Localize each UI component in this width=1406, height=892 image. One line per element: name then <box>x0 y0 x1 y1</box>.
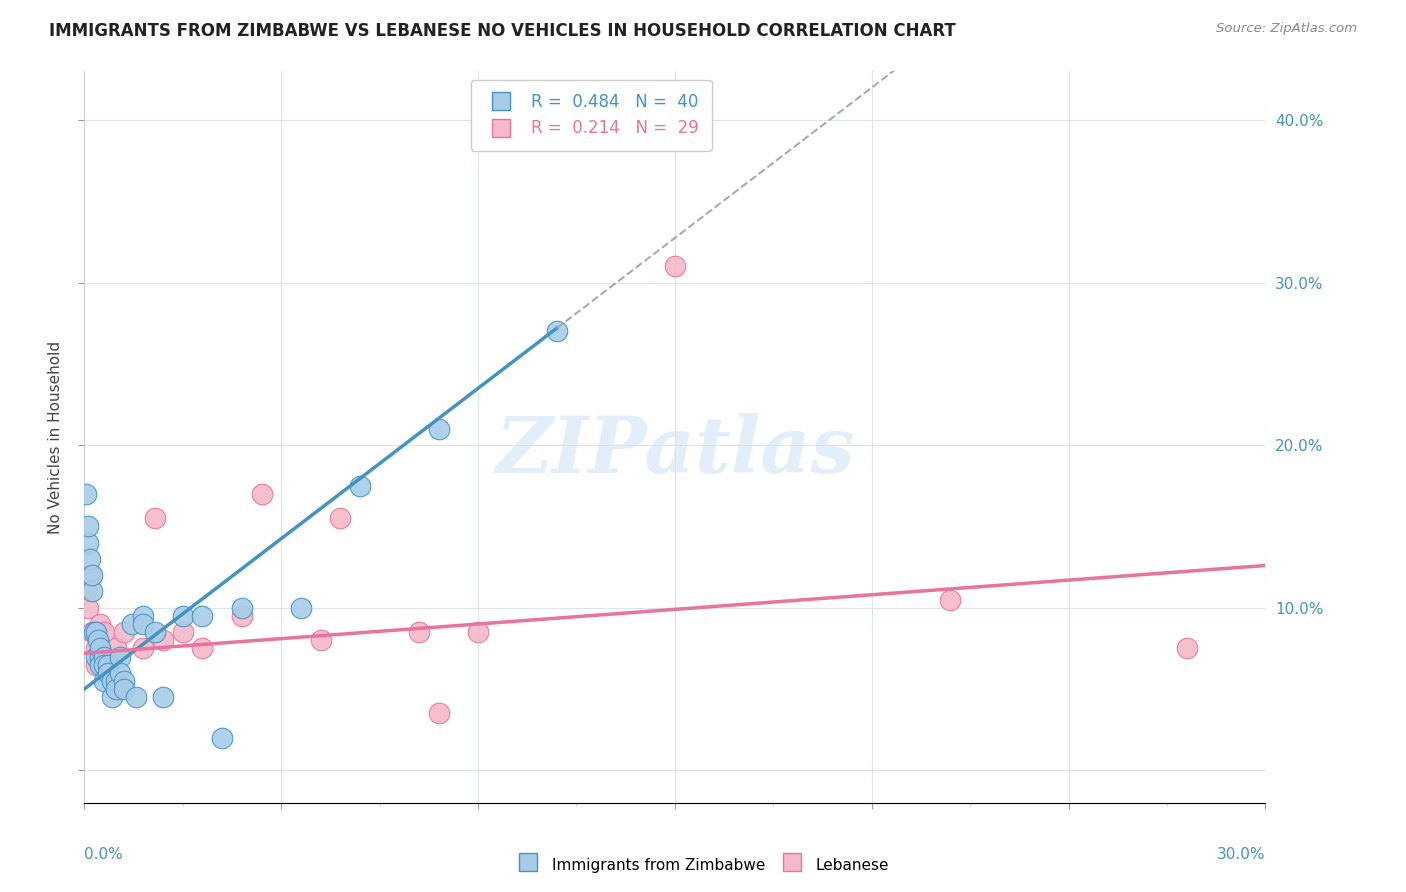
Point <box>93 625 115 640</box>
Point <box>211 731 233 745</box>
Point <box>112 681 135 696</box>
Point <box>143 511 166 525</box>
Point <box>84 657 107 672</box>
Point <box>132 641 155 656</box>
Point <box>79 552 101 566</box>
Point <box>427 422 450 436</box>
Text: IMMIGRANTS FROM ZIMBABWE VS LEBANESE NO VEHICLES IN HOUSEHOLD CORRELATION CHART: IMMIGRANTS FROM ZIMBABWE VS LEBANESE NO … <box>49 22 956 40</box>
Point <box>101 673 124 688</box>
Text: 0.0%: 0.0% <box>84 847 124 862</box>
Point <box>84 649 107 664</box>
Point <box>89 617 111 632</box>
Point <box>467 625 489 640</box>
Point <box>191 608 214 623</box>
Point <box>121 617 143 632</box>
Point <box>143 625 166 640</box>
Point <box>101 673 124 688</box>
Point <box>191 641 214 656</box>
Point <box>172 608 194 623</box>
Point <box>97 665 120 680</box>
Point <box>104 641 127 656</box>
Point <box>77 535 100 549</box>
Point <box>132 608 155 623</box>
Point <box>250 487 273 501</box>
Point <box>101 690 124 705</box>
Point <box>89 641 111 656</box>
Point <box>84 641 107 656</box>
Point <box>112 625 135 640</box>
Point <box>97 649 120 664</box>
Text: ZIPatlas: ZIPatlas <box>495 414 855 490</box>
Point <box>664 260 686 274</box>
Point <box>108 681 131 696</box>
Point <box>75 487 97 501</box>
Point <box>97 657 120 672</box>
Point <box>231 608 253 623</box>
Point <box>309 633 332 648</box>
Point <box>112 673 135 688</box>
Point <box>124 690 146 705</box>
Point <box>427 706 450 721</box>
Point <box>93 657 115 672</box>
Point <box>84 625 107 640</box>
Point <box>93 673 115 688</box>
Point <box>82 584 104 599</box>
Point <box>408 625 430 640</box>
Point <box>172 625 194 640</box>
Point <box>290 600 312 615</box>
Point <box>89 649 111 664</box>
Text: 30.0%: 30.0% <box>1218 847 1265 862</box>
Point <box>87 633 110 648</box>
Point <box>329 511 352 525</box>
Point <box>152 633 174 648</box>
Text: Source: ZipAtlas.com: Source: ZipAtlas.com <box>1216 22 1357 36</box>
Point <box>108 649 131 664</box>
Point <box>1175 641 1198 656</box>
Point <box>349 479 371 493</box>
Point <box>93 657 115 672</box>
Legend: R =  0.484   N =  40, R =  0.214   N =  29: R = 0.484 N = 40, R = 0.214 N = 29 <box>471 79 711 151</box>
Point <box>77 600 100 615</box>
Point <box>108 665 131 680</box>
Point <box>79 568 101 582</box>
Point <box>546 325 568 339</box>
Point <box>82 625 104 640</box>
Y-axis label: No Vehicles in Household: No Vehicles in Household <box>48 341 63 533</box>
Point <box>132 617 155 632</box>
Point <box>104 681 127 696</box>
Point <box>89 657 111 672</box>
Point <box>83 625 105 640</box>
Legend: Immigrants from Zimbabwe, Lebanese: Immigrants from Zimbabwe, Lebanese <box>510 849 896 880</box>
Point <box>939 592 962 607</box>
Point <box>75 584 97 599</box>
Point <box>231 600 253 615</box>
Point <box>77 519 100 533</box>
Point <box>93 649 115 664</box>
Point <box>82 568 104 582</box>
Point <box>152 690 174 705</box>
Point <box>104 673 127 688</box>
